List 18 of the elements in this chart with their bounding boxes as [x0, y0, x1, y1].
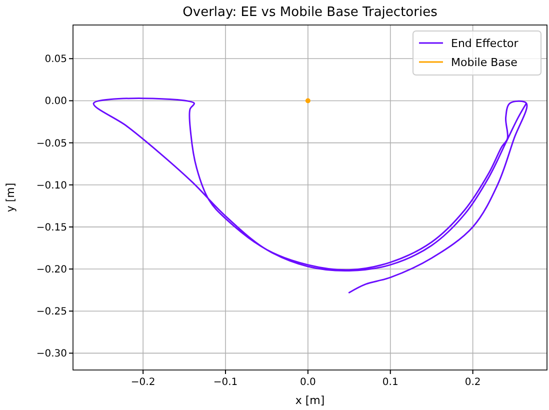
x-tick-label: 0.0: [300, 377, 316, 388]
y-tick-label: 0.00: [44, 96, 67, 108]
y-tick-label: −0.20: [36, 264, 67, 276]
y-tick-label: 0.05: [44, 54, 67, 66]
y-axis-title: y [m]: [4, 182, 17, 212]
y-tick-label: −0.15: [36, 222, 67, 234]
x-tick-label: 0.2: [464, 377, 481, 388]
x-tick-label: −0.2: [130, 377, 156, 388]
legend-label: End Effector: [451, 37, 519, 50]
legend-label: Mobile Base: [451, 56, 518, 69]
x-tick-label: −0.1: [213, 377, 238, 388]
x-tick-label: 0.1: [382, 377, 398, 388]
y-tick-label: −0.05: [36, 138, 67, 150]
x-axis-title: x [m]: [295, 394, 325, 407]
y-tick-label: −0.25: [36, 306, 67, 318]
y-tick-label: −0.30: [36, 348, 67, 360]
chart-title: Overlay: EE vs Mobile Base Trajectories: [182, 5, 438, 20]
y-tick-label: −0.10: [36, 180, 67, 192]
